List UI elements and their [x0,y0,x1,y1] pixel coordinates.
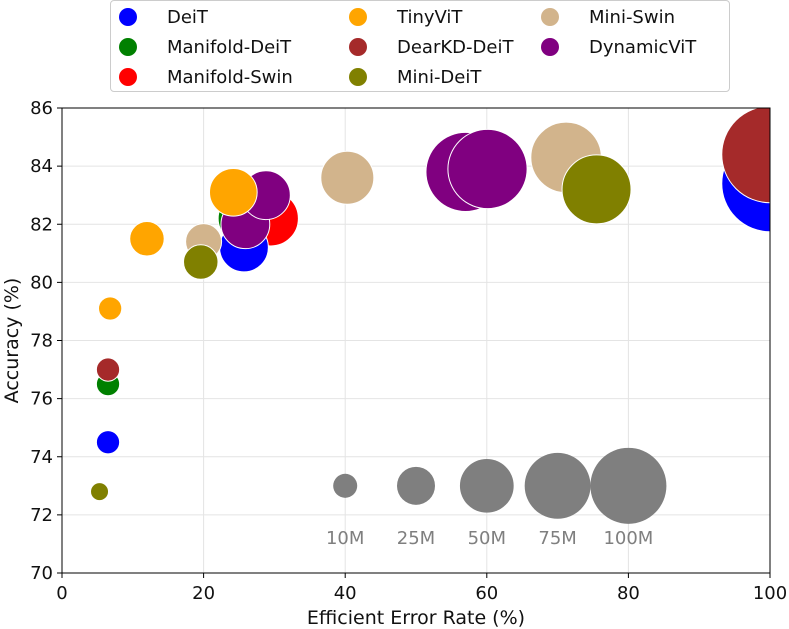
size-legend-marker [459,458,514,513]
size-legend-label: 25M [397,528,435,549]
y-axis-label: Accuracy (%) [1,278,23,404]
legend-marker [349,68,367,86]
size-legend-label: 100M [603,528,653,549]
point-tinyvit [209,167,258,217]
point-tinyvit [129,221,165,257]
y-tick-label: 84 [30,156,53,177]
legend-item: Mini-DeiT [349,65,481,89]
legend-marker [541,38,559,56]
size-legend-marker [524,452,591,519]
legend-marker [349,8,367,26]
legend-label: Mini-DeiT [397,66,482,88]
size-legend-label: 50M [468,528,506,549]
point-mini-deit [183,244,219,280]
y-tick-label: 76 [30,389,53,410]
legend-label: DynamicViT [589,36,697,58]
y-tick-label: 86 [30,98,53,119]
x-tick-label: 80 [617,583,640,604]
x-tick-label: 100 [753,583,787,604]
legend-item: DynamicViT [541,35,696,59]
y-tick-label: 72 [30,505,53,526]
point-mini-deit [561,154,632,225]
legend-label: Mini-Swin [589,6,675,28]
legend-item: Manifold-DeiT [119,35,291,59]
legend-item: TinyViT [349,5,462,29]
size-legend-marker [397,466,435,505]
legend-item: Mini-Swin [541,5,675,29]
point-dynamicvit [447,128,528,210]
x-axis-label: Efficient Error Rate (%) [307,607,525,629]
legend-item: Manifold-Swin [119,65,293,89]
size-legend-label: 75M [538,528,576,549]
legend: DeiT Manifold-DeiT Manifold-Swin TinyViT Dea… [110,0,730,92]
y-tick-label: 80 [30,272,53,293]
legend-label: Manifold-DeiT [167,36,292,58]
size-legend-marker [590,447,667,524]
legend-marker [119,38,137,56]
legend-item: DeiT [119,5,208,29]
y-tick-label: 74 [30,447,53,468]
legend-marker [119,8,137,26]
point-mini-deit [90,482,110,502]
point-tinyvit [98,296,123,321]
point-deit [95,430,121,455]
legend-item: DearKD-DeiT [349,35,513,59]
size-legend: 10M 25M 50M 75M 100M [326,447,667,549]
point-mini-swin [320,150,375,205]
x-tick-label: 20 [192,583,215,604]
y-tick-label: 78 [30,331,53,352]
size-legend-marker [333,473,358,498]
x-tick-label: 0 [56,583,67,604]
legend-marker [119,68,137,86]
y-tick-label: 70 [30,563,53,584]
legend-label: Manifold-Swin [167,66,293,88]
x-tick-label: 60 [475,583,498,604]
data-points [90,108,770,502]
legend-marker [349,38,367,56]
y-tick-label: 82 [30,214,53,235]
legend-label: TinyViT [397,6,463,28]
point-dearkd-deit [95,357,121,382]
legend-marker [541,8,559,26]
legend-label: DeiT [167,6,208,28]
size-legend-label: 10M [326,528,364,549]
x-tick-label: 40 [334,583,357,604]
axis-ticks: 0 20 40 60 80 100 70 72 74 76 78 80 82 84 86 [30,98,787,604]
legend-label: DearKD-DeiT [397,36,514,58]
